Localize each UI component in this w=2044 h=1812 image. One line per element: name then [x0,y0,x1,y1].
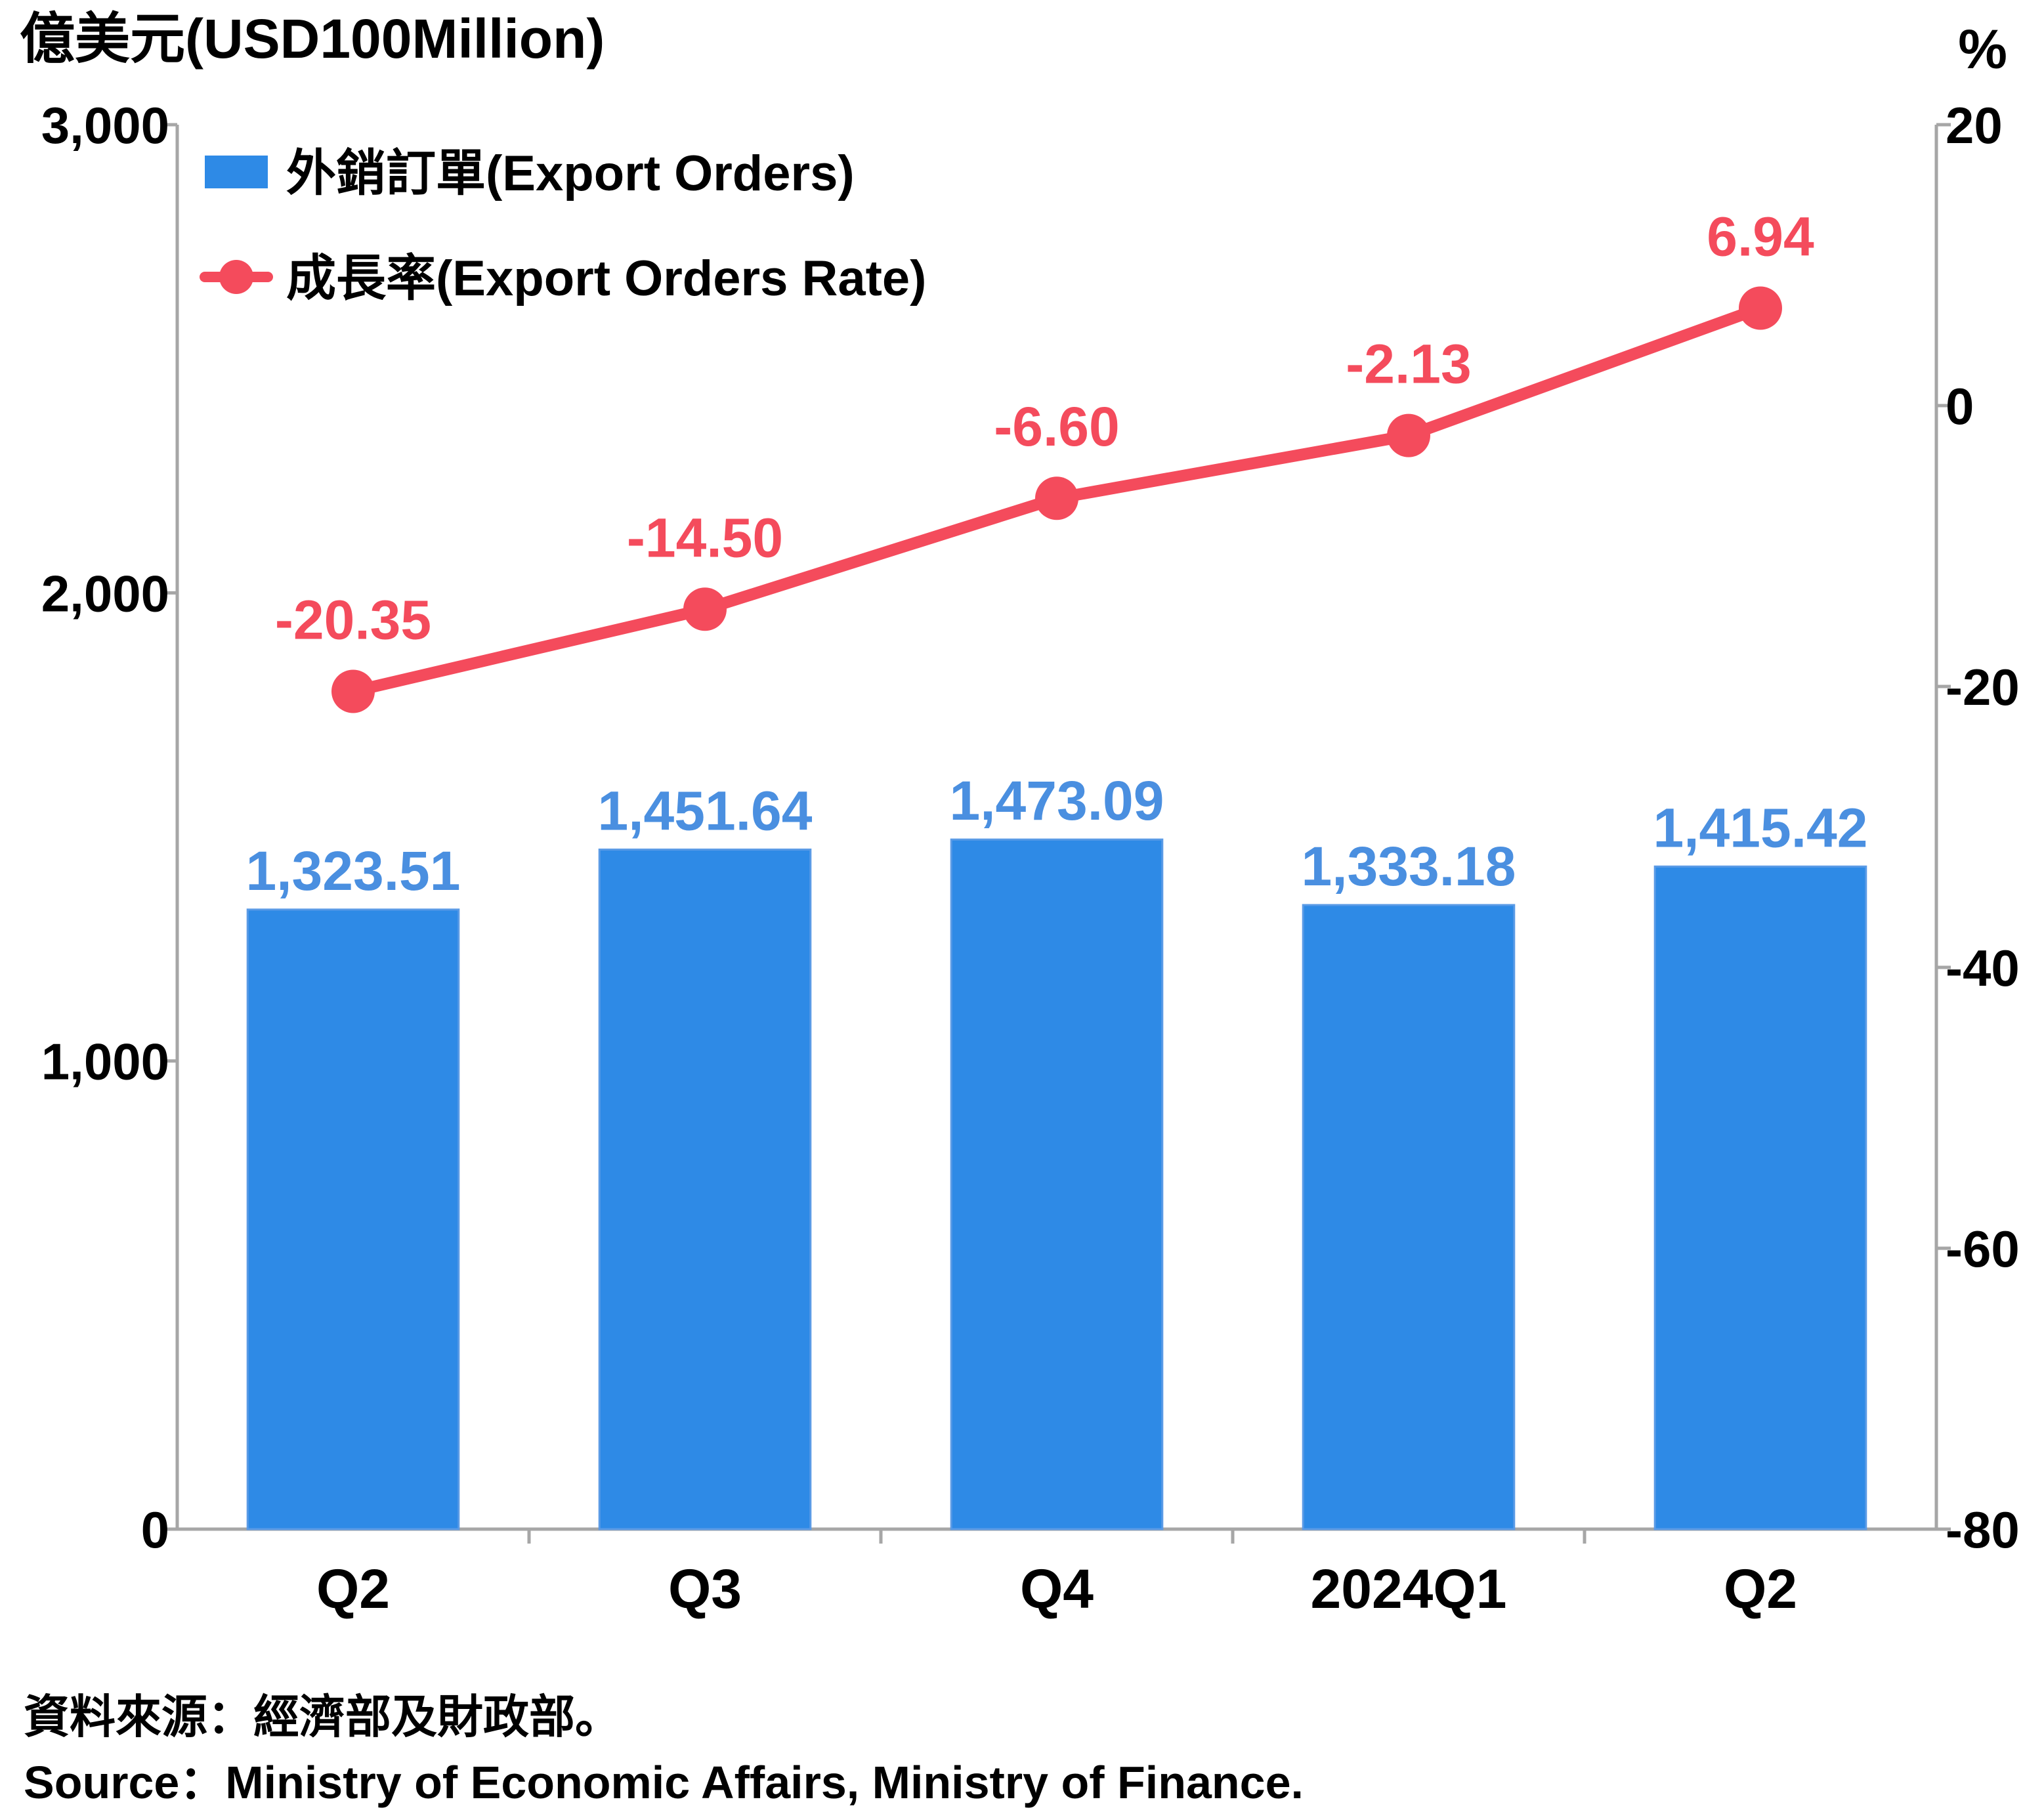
growth-rate-point [331,669,375,713]
growth-rate-point [1035,476,1078,520]
growth-rate-point [683,587,727,631]
growth-rate-label: -2.13 [1346,333,1471,395]
growth-rate-label: -20.35 [275,589,431,650]
growth-rate-point [1739,286,1782,330]
bar [1653,865,1867,1530]
x-category-label: Q4 [1020,1558,1094,1620]
x-category-label: Q2 [1724,1558,1797,1620]
y-right-tick-label: -80 [1946,1501,2020,1559]
y-left-tick-label: 3,000 [41,96,169,154]
y-left-tick-label: 2,000 [41,564,169,622]
bar [246,908,460,1530]
x-category-label: Q3 [668,1558,742,1620]
y-right-tick-label: 20 [1946,96,2003,154]
bar-value-label: 1,323.51 [246,840,461,902]
growth-rate-label: -14.50 [627,507,783,568]
bar [598,848,812,1530]
y-right-tick-label: 0 [1946,377,1974,435]
bar [950,838,1164,1530]
growth-rate-label: 6.94 [1707,205,1814,267]
bar [1302,904,1516,1530]
bar-value-label: 1,415.42 [1653,797,1868,858]
source-note-zh: 資料來源：經濟部及財政部。 [24,1691,621,1742]
growth-rate-label: -6.60 [994,396,1119,457]
legend-bar-label: 外銷訂單(Export Orders) [286,146,855,201]
y-left-tick-label: 0 [141,1501,169,1559]
x-category-label: 2024Q1 [1311,1558,1507,1620]
growth-rate-point [1387,413,1430,457]
legend-line-marker [219,260,253,294]
x-category-label: Q2 [316,1558,390,1620]
chart: 億美元(USD100Million) % 0 1,000 2,000 3,000 -80… [20,8,2020,1620]
y-right-tick-label: -40 [1946,939,2020,997]
source-note-en: Source：Ministry of Economic Affairs, Min… [24,1757,1304,1808]
bar-value-label: 1,473.09 [950,770,1164,832]
legend-line-label: 成長率(Export Orders Rate) [286,251,927,306]
legend: 外銷訂單(Export Orders) 成長率(Export Orders Ra… [200,146,927,306]
bar-value-label: 1,333.18 [1302,835,1516,897]
legend-bar-swatch [205,156,268,188]
y-axis-right-title: % [1958,18,2007,80]
y-axis-left-title: 億美元(USD100Million) [20,8,605,70]
y-right-tick-label: -60 [1946,1220,2020,1278]
y-left-tick-label: 1,000 [41,1033,169,1091]
bar-value-label: 1,451.64 [598,780,813,841]
y-right-tick-label: -20 [1946,658,2020,716]
plot-area: 0 1,000 2,000 3,000 -80 -60 -40 -20 0 20 1,323.51 Q… [41,96,2020,1620]
